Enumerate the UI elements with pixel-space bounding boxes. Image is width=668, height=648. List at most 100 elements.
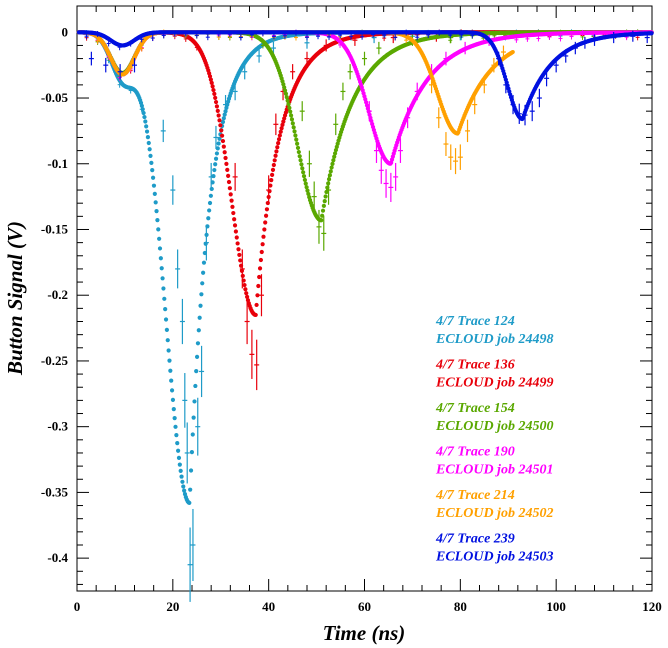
sim-point [236,247,241,252]
sim-point [207,74,213,79]
sim-point [172,416,177,421]
sim-point [292,129,297,134]
sim-point [217,118,222,123]
sim-point [194,369,199,374]
y-axis-title: Button Signal (V) [3,221,27,376]
sim-point [295,145,301,151]
sim-point [290,121,295,126]
sim-point [210,84,215,89]
sim-point [213,99,219,105]
sim-point [221,144,226,149]
sim-point [263,220,268,225]
sim-point [176,448,181,453]
sim-point [293,133,298,138]
sim-point [323,194,328,199]
sim-point [199,292,204,297]
sim-point [229,198,234,203]
sim-point [171,407,176,412]
sim-point [285,98,290,103]
sim-point [144,124,149,129]
sim-point [254,302,259,308]
sim-point [187,500,192,505]
sim-point [164,327,169,332]
data-layer [76,29,654,602]
sim-point [230,204,235,209]
sim-point [147,147,152,152]
sim-point [201,270,206,275]
sim-point [256,283,261,289]
sim-point [271,162,276,168]
sim-point [332,151,338,156]
sim-point [155,218,160,223]
sim-point [284,95,289,100]
sim-point [321,203,326,208]
sim-point [324,189,329,195]
sim-point [190,432,195,437]
sim-point [156,227,161,232]
sim-point [288,109,293,114]
sim-point [232,217,237,222]
sim-point [244,291,249,296]
sim-point [255,293,260,298]
sim-point [143,119,148,124]
sim-point [232,223,238,228]
y-tick-label: -0.3 [47,419,68,434]
sim-point [139,103,144,108]
sim-point [329,165,334,170]
sim-point [261,234,266,239]
sim-point [281,119,286,124]
legend-sim-label: ECLOUD job 24499 [435,376,553,391]
sim-point [168,368,173,373]
sim-point [181,484,186,489]
sim-point [150,168,155,173]
sim-point [276,141,281,146]
series-2 [76,29,654,391]
sim-point [304,185,309,190]
sim-point [213,156,219,161]
sim-point [332,154,337,159]
sim-point [235,241,240,246]
sim-point [219,133,225,138]
sim-point [258,257,264,263]
sim-point [211,173,216,179]
sim-point [295,141,300,146]
sim-point [225,167,230,172]
sim-point [197,315,202,320]
sim-point [191,415,196,420]
sim-point [296,149,301,155]
legend: 4/7 Trace 124 ECLOUD job 24498 4/7 Trace 1… [435,314,553,565]
x-tick-label: 40 [262,599,275,614]
legend-trace-label: 4/7 Trace 239 [435,532,515,547]
sim-point [221,116,226,121]
sim-point [510,49,515,55]
sim-point [272,158,277,163]
sim-point [263,213,269,218]
sim-point [302,177,307,183]
sim-point [167,358,172,363]
sim-point [207,208,212,213]
sim-point [157,236,162,241]
sim-point [262,227,267,232]
sim-point [274,149,279,154]
sim-point [305,188,310,193]
sim-point [291,125,296,130]
sim-point [228,192,233,197]
sim-point [259,249,264,255]
sim-point [146,140,151,146]
sim-point [279,126,284,131]
sim-point [176,455,182,460]
sim-point [157,246,163,251]
sim-point [194,354,200,360]
sim-point [322,198,327,204]
sim-point [220,119,226,125]
x-axis-title: Time (ns) [323,621,406,645]
sim-point [224,161,229,166]
sim-point [170,397,176,402]
x-tick-label: 100 [546,599,566,614]
sim-point [165,338,170,343]
sim-point [214,151,220,156]
sim-point [145,134,151,140]
sim-point [277,133,282,138]
sim-point [174,433,179,438]
sim-point [233,229,238,234]
